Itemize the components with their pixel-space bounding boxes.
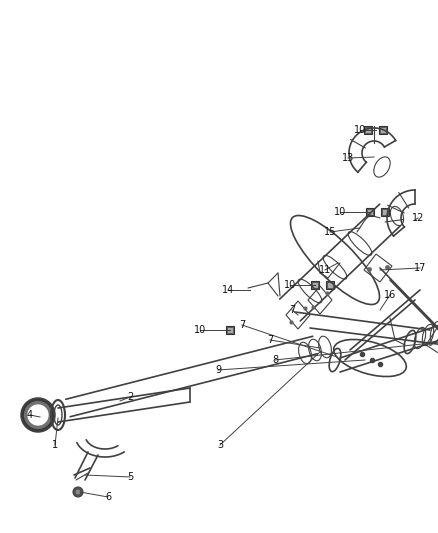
Text: 5: 5 [127, 472, 133, 482]
Text: 9: 9 [215, 365, 221, 375]
Text: 7: 7 [267, 335, 273, 345]
Text: 15: 15 [324, 227, 336, 237]
FancyBboxPatch shape [367, 209, 373, 215]
FancyBboxPatch shape [379, 126, 387, 134]
Text: 6: 6 [105, 492, 111, 502]
Circle shape [73, 487, 83, 497]
Text: 7: 7 [239, 320, 245, 330]
FancyBboxPatch shape [227, 327, 233, 333]
FancyBboxPatch shape [382, 209, 388, 215]
FancyBboxPatch shape [311, 281, 319, 289]
FancyBboxPatch shape [381, 208, 389, 216]
Text: 11: 11 [319, 265, 331, 275]
FancyBboxPatch shape [327, 282, 333, 288]
FancyBboxPatch shape [366, 208, 374, 216]
Text: 10: 10 [194, 325, 206, 335]
Text: 13: 13 [342, 153, 354, 163]
Text: 4: 4 [27, 410, 33, 420]
Text: 7: 7 [289, 305, 295, 315]
Text: 14: 14 [222, 285, 234, 295]
Text: 1: 1 [52, 440, 58, 450]
FancyBboxPatch shape [312, 282, 318, 288]
Text: 10: 10 [354, 125, 366, 135]
FancyBboxPatch shape [226, 326, 234, 334]
Text: 2: 2 [127, 392, 133, 402]
Text: 8: 8 [272, 355, 278, 365]
Text: 12: 12 [412, 213, 424, 223]
Text: 10: 10 [284, 280, 296, 290]
FancyBboxPatch shape [365, 127, 371, 133]
Text: 3: 3 [217, 440, 223, 450]
FancyBboxPatch shape [380, 127, 386, 133]
FancyBboxPatch shape [326, 281, 334, 289]
Polygon shape [23, 400, 53, 430]
Text: 16: 16 [384, 290, 396, 300]
Text: 10: 10 [334, 207, 346, 217]
Circle shape [75, 489, 81, 495]
Text: 17: 17 [414, 263, 426, 273]
FancyBboxPatch shape [364, 126, 372, 134]
Polygon shape [28, 405, 48, 425]
